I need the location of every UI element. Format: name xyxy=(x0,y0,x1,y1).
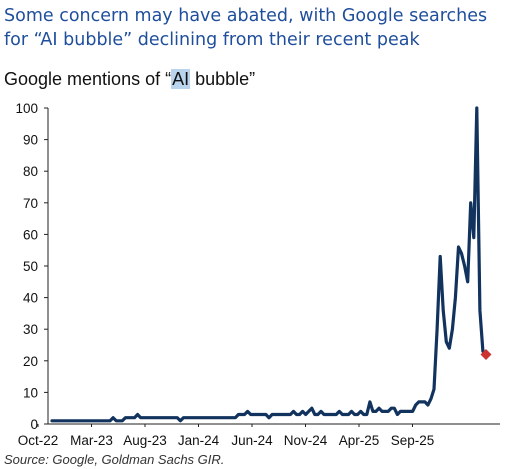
line-chart: 0 10 20 30 40 50 60 70 80 90 100 Oct-22 Mar-23 Aug-23… xyxy=(15,101,500,448)
y-tick-label: 20 xyxy=(23,354,38,369)
y-tick-label: 80 xyxy=(23,164,38,179)
x-tick-label: Oct-22 xyxy=(18,433,59,448)
y-tick-label: 0 xyxy=(30,417,38,432)
x-tick-label: Apr-25 xyxy=(339,433,380,448)
chart-title-suffix: bubble” xyxy=(190,69,256,89)
y-tick-label: 50 xyxy=(23,259,38,274)
chart-headline: Some concern may have abated, with Googl… xyxy=(4,6,488,50)
y-tick-label: 70 xyxy=(23,196,38,211)
y-tick-label: 40 xyxy=(23,291,38,306)
x-tick-label: Jun-24 xyxy=(231,433,273,448)
y-tick-label: 30 xyxy=(23,322,38,337)
last-point-marker xyxy=(480,348,492,360)
chart-title: Google mentions of “AI bubble” xyxy=(4,68,255,90)
chart-title-highlight: AI xyxy=(171,69,191,89)
y-tick-label: 100 xyxy=(15,101,38,116)
x-tick-label: Jan-24 xyxy=(178,433,220,448)
y-tick-label: 60 xyxy=(23,227,38,242)
x-tick-label: Sep-25 xyxy=(391,433,435,448)
series-line xyxy=(50,106,488,423)
y-tick-label: 90 xyxy=(23,133,38,148)
x-tick-label: Nov-24 xyxy=(284,433,328,448)
chart-title-prefix: Google mentions of “ xyxy=(4,69,172,89)
x-tick-label: Mar-23 xyxy=(70,433,113,448)
y-tick-label: 10 xyxy=(23,385,38,400)
source-note: Source: Google, Goldman Sachs GIR. xyxy=(4,452,225,467)
x-tick-label: Aug-23 xyxy=(123,433,167,448)
